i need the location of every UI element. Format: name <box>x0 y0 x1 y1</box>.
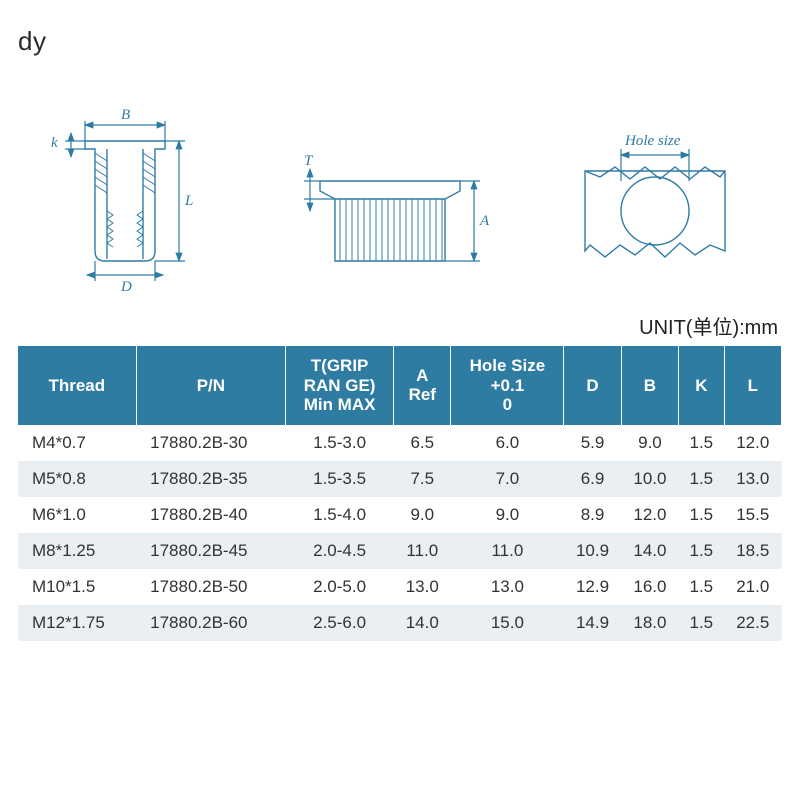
col-header: Thread <box>18 346 136 425</box>
table-cell: 16.0 <box>621 569 678 605</box>
dim-D: D <box>120 279 132 295</box>
table-cell: 2.5-6.0 <box>286 605 394 641</box>
table-cell: 15.0 <box>451 605 564 641</box>
table-cell: 12.0 <box>621 497 678 533</box>
col-header: K <box>679 346 724 425</box>
table-cell: 17880.2B-30 <box>136 425 285 461</box>
table-cell: 1.5 <box>679 461 724 497</box>
table-cell: 13.0 <box>451 569 564 605</box>
table-cell: 17880.2B-60 <box>136 605 285 641</box>
table-cell: 1.5 <box>679 605 724 641</box>
col-header: Hole Size+0.10 <box>451 346 564 425</box>
dim-hole: Hole size <box>624 133 681 149</box>
dim-A: A <box>479 213 490 229</box>
table-cell: 17880.2B-45 <box>136 533 285 569</box>
table-cell: 11.0 <box>394 533 451 569</box>
diagram-row: B k L D <box>18 81 782 291</box>
table-cell: 15.5 <box>724 497 781 533</box>
dim-L: L <box>184 193 193 209</box>
table-cell: 17880.2B-35 <box>136 461 285 497</box>
table-cell: M6*1.0 <box>18 497 136 533</box>
table-cell: 18.5 <box>724 533 781 569</box>
table-cell: 1.5-3.5 <box>286 461 394 497</box>
table-cell: 5.9 <box>564 425 621 461</box>
table-cell: M4*0.7 <box>18 425 136 461</box>
col-header: B <box>621 346 678 425</box>
table-cell: 14.0 <box>621 533 678 569</box>
unit-label: UNIT(单位):mm <box>18 311 778 340</box>
col-header: L <box>724 346 781 425</box>
table-cell: 1.5 <box>679 533 724 569</box>
spec-table: ThreadP/NT(GRIPRAN GE)Min MAXARefHole Si… <box>18 346 782 641</box>
table-cell: M12*1.75 <box>18 605 136 641</box>
table-cell: M10*1.5 <box>18 569 136 605</box>
table-cell: 1.5 <box>679 425 724 461</box>
table-cell: 1.5-4.0 <box>286 497 394 533</box>
table-cell: 1.5-3.0 <box>286 425 394 461</box>
table-cell: 17880.2B-40 <box>136 497 285 533</box>
diagram-middle: T A <box>280 121 500 291</box>
table-cell: 7.0 <box>451 461 564 497</box>
title-fragment: dy <box>18 26 782 57</box>
table-cell: 7.5 <box>394 461 451 497</box>
table-cell: M8*1.25 <box>18 533 136 569</box>
diagram-left: B k L D <box>45 101 225 291</box>
col-header: P/N <box>136 346 285 425</box>
table-cell: 2.0-4.5 <box>286 533 394 569</box>
table-cell: M5*0.8 <box>18 461 136 497</box>
table-cell: 6.9 <box>564 461 621 497</box>
table-cell: 9.0 <box>394 497 451 533</box>
col-header: ARef <box>394 346 451 425</box>
table-cell: 14.9 <box>564 605 621 641</box>
table-cell: 12.9 <box>564 569 621 605</box>
table-cell: 14.0 <box>394 605 451 641</box>
table-cell: 2.0-5.0 <box>286 569 394 605</box>
table-cell: 1.5 <box>679 569 724 605</box>
table-cell: 10.0 <box>621 461 678 497</box>
table-cell: 13.0 <box>724 461 781 497</box>
table-cell: 1.5 <box>679 497 724 533</box>
table-cell: 12.0 <box>724 425 781 461</box>
table-row: M5*0.817880.2B-351.5-3.57.57.06.910.01.5… <box>18 461 782 497</box>
table-cell: 6.0 <box>451 425 564 461</box>
col-header: D <box>564 346 621 425</box>
table-cell: 18.0 <box>621 605 678 641</box>
table-cell: 11.0 <box>451 533 564 569</box>
table-cell: 10.9 <box>564 533 621 569</box>
table-cell: 9.0 <box>451 497 564 533</box>
table-cell: 13.0 <box>394 569 451 605</box>
col-header: T(GRIPRAN GE)Min MAX <box>286 346 394 425</box>
diagram-right: Hole size <box>555 121 755 291</box>
table-cell: 8.9 <box>564 497 621 533</box>
table-row: M6*1.017880.2B-401.5-4.09.09.08.912.01.5… <box>18 497 782 533</box>
table-row: M8*1.2517880.2B-452.0-4.511.011.010.914.… <box>18 533 782 569</box>
dim-k: k <box>51 135 58 151</box>
table-row: M4*0.717880.2B-301.5-3.06.56.05.99.01.51… <box>18 425 782 461</box>
dim-T: T <box>304 153 314 169</box>
table-cell: 21.0 <box>724 569 781 605</box>
table-row: M10*1.517880.2B-502.0-5.013.013.012.916.… <box>18 569 782 605</box>
dim-B: B <box>121 107 130 123</box>
table-cell: 6.5 <box>394 425 451 461</box>
table-row: M12*1.7517880.2B-602.5-6.014.015.014.918… <box>18 605 782 641</box>
table-cell: 9.0 <box>621 425 678 461</box>
table-cell: 17880.2B-50 <box>136 569 285 605</box>
table-cell: 22.5 <box>724 605 781 641</box>
